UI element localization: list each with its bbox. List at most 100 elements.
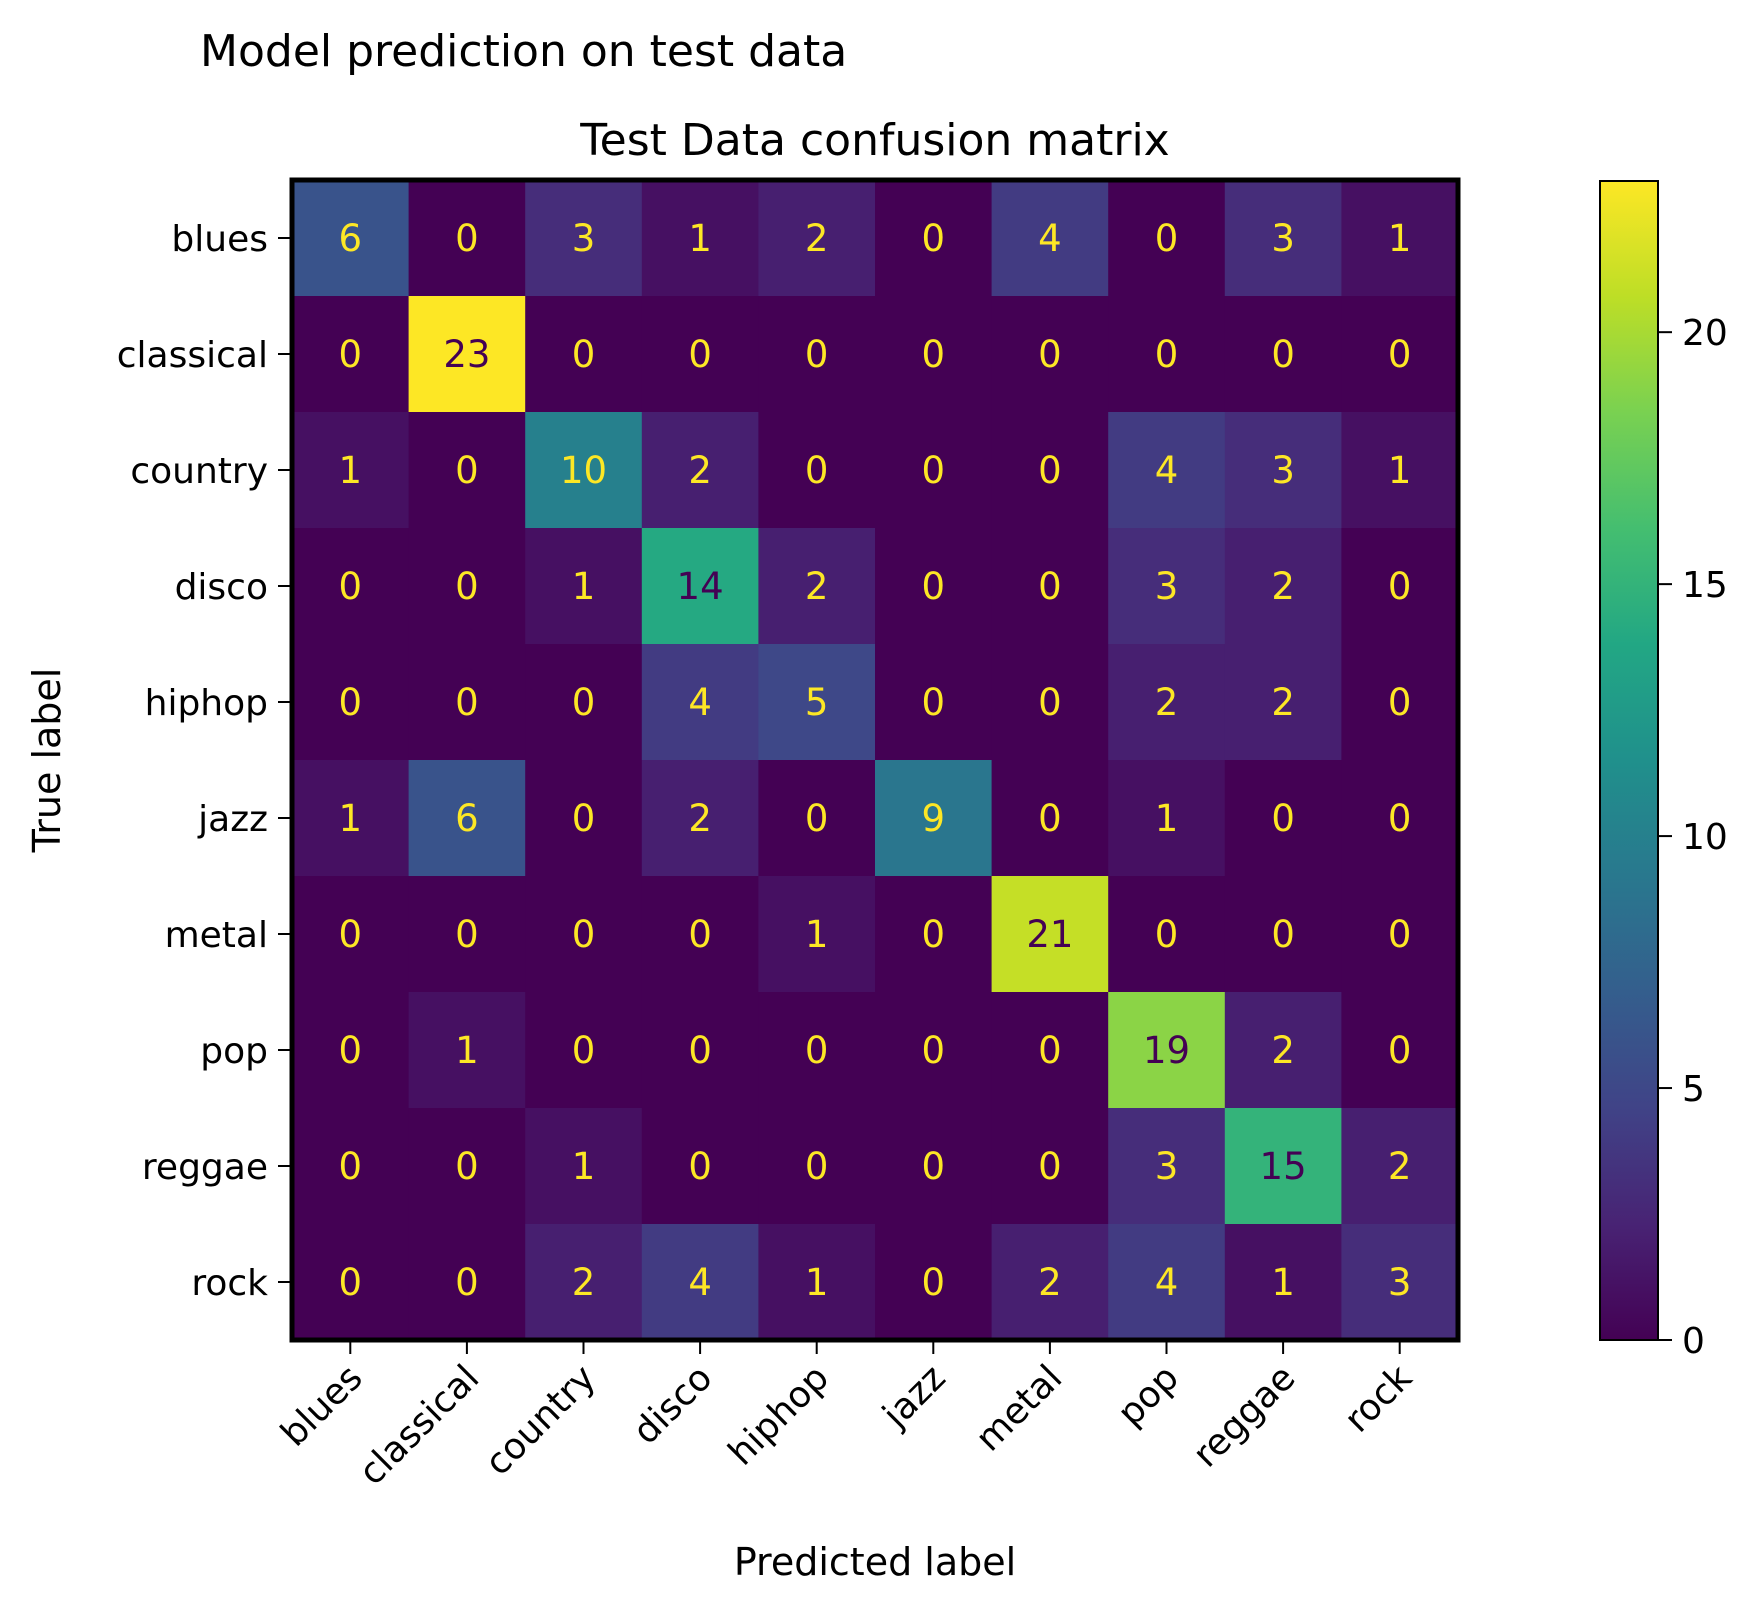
y-tick-label: hiphop [145, 683, 268, 724]
heatmap-cell [292, 180, 410, 297]
cell-value-label: 0 [1271, 797, 1295, 840]
cell-value-label: 0 [1155, 217, 1179, 260]
y-axis-label: True label [25, 668, 69, 854]
heatmap-cell [875, 528, 993, 645]
cell-value-label: 0 [922, 333, 946, 376]
heatmap-cell [758, 296, 876, 413]
cell-value-label: 1 [805, 913, 829, 956]
heatmap-cell [292, 1108, 410, 1225]
cell-value-label: 0 [339, 1145, 363, 1188]
cell-value-label: 3 [1155, 1145, 1179, 1188]
y-tick-label: classical [117, 335, 268, 376]
cell-value-label: 0 [1038, 681, 1062, 724]
cell-value-label: 23 [443, 333, 490, 376]
cell-value-label: 6 [455, 797, 479, 840]
heatmap-cell [875, 644, 993, 761]
heatmap-cell [408, 760, 526, 877]
heatmap-cell [641, 412, 759, 529]
heatmap-cell [292, 1224, 410, 1341]
colorbar-tick-label: 5 [1682, 1069, 1705, 1110]
x-tick-label: disco [625, 1357, 720, 1452]
cell-value-label: 2 [572, 1261, 596, 1304]
heatmap-cell [292, 296, 410, 413]
cell-value-label: 0 [805, 797, 829, 840]
heatmap-cell [758, 412, 876, 529]
heatmap-cell [1341, 760, 1459, 877]
cell-value-label: 0 [922, 217, 946, 260]
heatmap-cell [758, 1224, 876, 1341]
heatmap-cell [525, 644, 643, 761]
heatmap-cell [292, 760, 410, 877]
cell-value-label: 14 [677, 565, 724, 608]
heatmap-cell [1224, 412, 1342, 529]
cell-value-label: 0 [572, 1029, 596, 1072]
heatmap-cell [292, 876, 410, 993]
heatmap-cell [1341, 528, 1459, 645]
heatmap-cell [758, 992, 876, 1109]
cell-value-label: 0 [1038, 797, 1062, 840]
heatmap-cell [1341, 296, 1459, 413]
cell-value-label: 4 [1155, 449, 1179, 492]
heatmap-cell [758, 1108, 876, 1225]
cell-value-label: 0 [455, 913, 479, 956]
heatmap-cell [1224, 528, 1342, 645]
cell-value-label: 0 [1038, 333, 1062, 376]
cell-value-label: 2 [1038, 1261, 1062, 1304]
heatmap-cell [525, 760, 643, 877]
cell-value-label: 0 [455, 217, 479, 260]
cell-value-label: 4 [688, 681, 712, 724]
cell-value-label: 2 [1271, 1029, 1295, 1072]
cell-value-label: 1 [339, 797, 363, 840]
heatmap-cell [991, 644, 1109, 761]
cell-value-label: 2 [688, 449, 712, 492]
cell-value-label: 0 [1038, 1029, 1062, 1072]
cell-value-label: 0 [455, 565, 479, 608]
cell-value-label: 10 [560, 449, 607, 492]
heatmap-cell [292, 528, 410, 645]
cell-value-label: 0 [1388, 913, 1412, 956]
y-tick-label: blues [171, 219, 268, 260]
heatmap-cell [525, 412, 643, 529]
x-tick-label: reggae [1185, 1357, 1303, 1475]
chart-title: Test Data confusion matrix [579, 115, 1169, 166]
heatmap-cell [1224, 644, 1342, 761]
cell-value-label: 0 [1038, 565, 1062, 608]
cell-value-label: 0 [922, 913, 946, 956]
y-tick-label: metal [165, 915, 268, 956]
heatmap-cell [525, 296, 643, 413]
x-tick-label: blues [273, 1357, 370, 1454]
cell-value-label: 21 [1026, 913, 1073, 956]
cell-value-label: 0 [1388, 333, 1412, 376]
heatmap-cell [1108, 528, 1226, 645]
heatmap-cell-labels: 6 0 3 1 2 0 4 0 3 10 23 0 0 0 0 0 0 0 01 0 10 2 0 0 0 4 3 10 0 1 14 2 0 0… [339, 217, 1412, 1304]
heatmap-cell [408, 1108, 526, 1225]
heatmap-cell [408, 644, 526, 761]
colorbar-tick-label: 10 [1682, 817, 1728, 858]
cell-value-label: 3 [1271, 217, 1295, 260]
x-axis-label: Predicted label [734, 1540, 1016, 1584]
heatmap-cell [408, 180, 526, 297]
cell-value-label: 0 [1155, 913, 1179, 956]
heatmap-cell [1341, 992, 1459, 1109]
heatmap-cell [991, 296, 1109, 413]
cell-value-label: 1 [1388, 217, 1412, 260]
cell-value-label: 0 [455, 1145, 479, 1188]
cell-value-label: 0 [922, 1261, 946, 1304]
heatmap-cell [408, 412, 526, 529]
heatmap-cell [991, 992, 1109, 1109]
cell-value-label: 0 [922, 1029, 946, 1072]
y-tick-label: disco [175, 567, 268, 608]
heatmap-cell [1224, 296, 1342, 413]
y-tick-label: reggae [142, 1147, 268, 1188]
heatmap-cell [408, 876, 526, 993]
heatmap-cell [641, 528, 759, 645]
heatmap-cell [1224, 876, 1342, 993]
heatmap-cell [875, 296, 993, 413]
cell-value-label: 6 [339, 217, 363, 260]
y-tick-label: pop [200, 1031, 268, 1072]
heatmap-cell [758, 644, 876, 761]
heatmap-cell [1224, 1108, 1342, 1225]
x-tick-label: country [478, 1357, 604, 1483]
heatmap-cell [758, 760, 876, 877]
